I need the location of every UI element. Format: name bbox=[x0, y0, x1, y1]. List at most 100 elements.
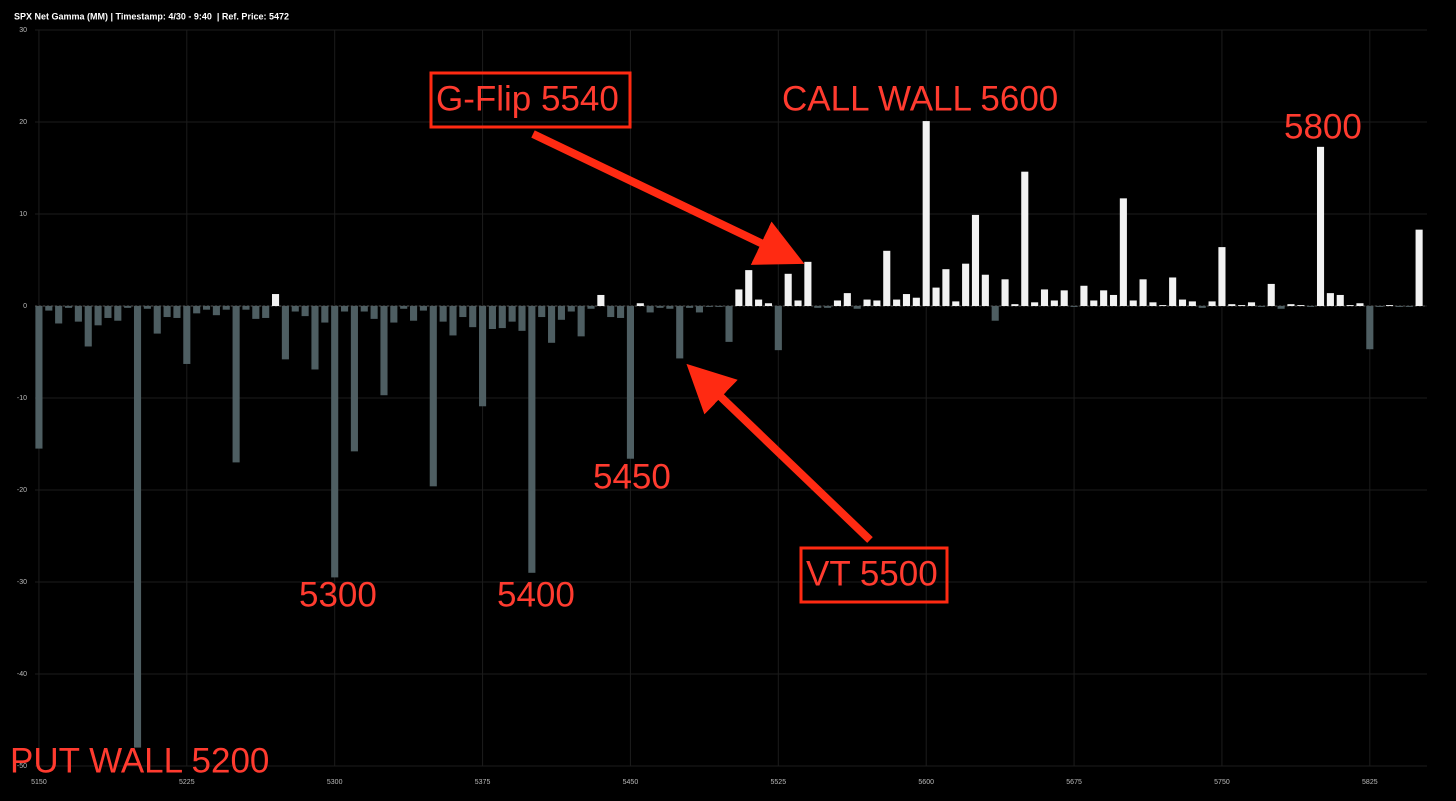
bar bbox=[794, 300, 802, 306]
bar bbox=[912, 297, 920, 306]
chart-title: SPX Net Gamma (MM) | Timestamp: 4/30 - 9… bbox=[14, 11, 289, 21]
bar bbox=[114, 306, 122, 321]
bar bbox=[1208, 301, 1216, 306]
y-tick-label: -30 bbox=[17, 579, 27, 586]
bar bbox=[676, 306, 684, 359]
bar bbox=[784, 273, 792, 306]
bar bbox=[55, 306, 63, 324]
y-tick-label: 20 bbox=[19, 119, 27, 126]
bar bbox=[232, 306, 240, 463]
y-tick-label: -40 bbox=[17, 671, 27, 678]
bar bbox=[1139, 279, 1147, 306]
bar bbox=[1090, 300, 1098, 306]
bar bbox=[1267, 283, 1275, 306]
bar bbox=[64, 306, 73, 308]
bar bbox=[735, 289, 743, 306]
bar bbox=[1376, 306, 1384, 307]
bar bbox=[1307, 306, 1315, 307]
bar bbox=[843, 293, 851, 306]
bar bbox=[833, 300, 842, 306]
bar bbox=[636, 303, 644, 306]
bar bbox=[469, 306, 477, 328]
annotation: 5800 bbox=[1284, 107, 1362, 146]
bar bbox=[1198, 306, 1206, 308]
bar bbox=[202, 306, 211, 310]
arrow bbox=[686, 363, 873, 543]
x-tick-label: 5825 bbox=[1362, 779, 1378, 786]
bar bbox=[459, 306, 467, 318]
bar bbox=[350, 306, 358, 452]
annotation-box bbox=[429, 71, 632, 129]
bar bbox=[666, 306, 674, 309]
bar bbox=[1021, 171, 1029, 306]
bar bbox=[725, 306, 733, 342]
y-tick-label: -20 bbox=[17, 487, 27, 494]
bar bbox=[1178, 299, 1187, 306]
bar bbox=[74, 306, 82, 322]
bar bbox=[488, 306, 496, 329]
bar bbox=[400, 306, 408, 309]
x-tick-label: 5150 bbox=[31, 779, 47, 786]
x-tick-label: 5450 bbox=[623, 779, 639, 786]
bar bbox=[143, 306, 151, 309]
bar bbox=[1001, 279, 1009, 306]
bar bbox=[1100, 290, 1108, 306]
annotation-box bbox=[799, 546, 949, 604]
bar bbox=[853, 306, 861, 309]
bar bbox=[429, 306, 437, 487]
bar bbox=[1149, 302, 1157, 306]
bar bbox=[587, 306, 595, 309]
bar bbox=[656, 306, 664, 308]
bar bbox=[922, 121, 930, 306]
bar bbox=[1326, 293, 1334, 306]
bar bbox=[1415, 229, 1423, 306]
y-tick-label: 30 bbox=[19, 27, 27, 34]
x-tick-label: 5225 bbox=[179, 779, 195, 786]
bar bbox=[321, 306, 329, 323]
bar bbox=[755, 299, 763, 306]
y-tick-label: -50 bbox=[17, 763, 27, 770]
bar bbox=[863, 299, 871, 306]
bar bbox=[1366, 306, 1374, 350]
bar bbox=[331, 306, 339, 578]
bar bbox=[1395, 306, 1403, 307]
bar bbox=[281, 306, 289, 360]
bar bbox=[1356, 303, 1364, 306]
bar bbox=[902, 294, 911, 306]
bar bbox=[952, 301, 960, 306]
bar bbox=[133, 306, 142, 748]
arrow bbox=[531, 130, 805, 265]
bar bbox=[1218, 247, 1226, 306]
bar bbox=[577, 306, 585, 337]
bar bbox=[439, 306, 447, 322]
bar bbox=[479, 306, 487, 407]
bar bbox=[1238, 305, 1246, 306]
bar bbox=[962, 263, 970, 306]
bar bbox=[804, 261, 812, 306]
x-tick-label: 5300 bbox=[327, 779, 343, 786]
bar bbox=[1188, 301, 1196, 306]
bar bbox=[1228, 304, 1236, 306]
bar bbox=[222, 306, 230, 310]
y-tick-label: 0 bbox=[23, 303, 27, 310]
bar bbox=[94, 306, 102, 326]
bar bbox=[774, 306, 782, 351]
bar bbox=[932, 287, 940, 306]
bar bbox=[548, 306, 556, 343]
bar bbox=[410, 306, 418, 321]
bar bbox=[104, 306, 112, 318]
bar bbox=[597, 294, 605, 306]
bar bbox=[271, 294, 280, 306]
bar bbox=[1040, 289, 1049, 306]
bar bbox=[1277, 306, 1285, 309]
bar bbox=[262, 306, 270, 318]
annotation: 5300 bbox=[299, 575, 377, 614]
bar bbox=[301, 306, 309, 317]
bar bbox=[1287, 304, 1295, 306]
bar bbox=[538, 306, 546, 318]
bar bbox=[35, 306, 43, 449]
bar bbox=[124, 306, 132, 308]
bar bbox=[1257, 306, 1265, 307]
bar bbox=[764, 303, 773, 306]
bar bbox=[1129, 300, 1137, 306]
